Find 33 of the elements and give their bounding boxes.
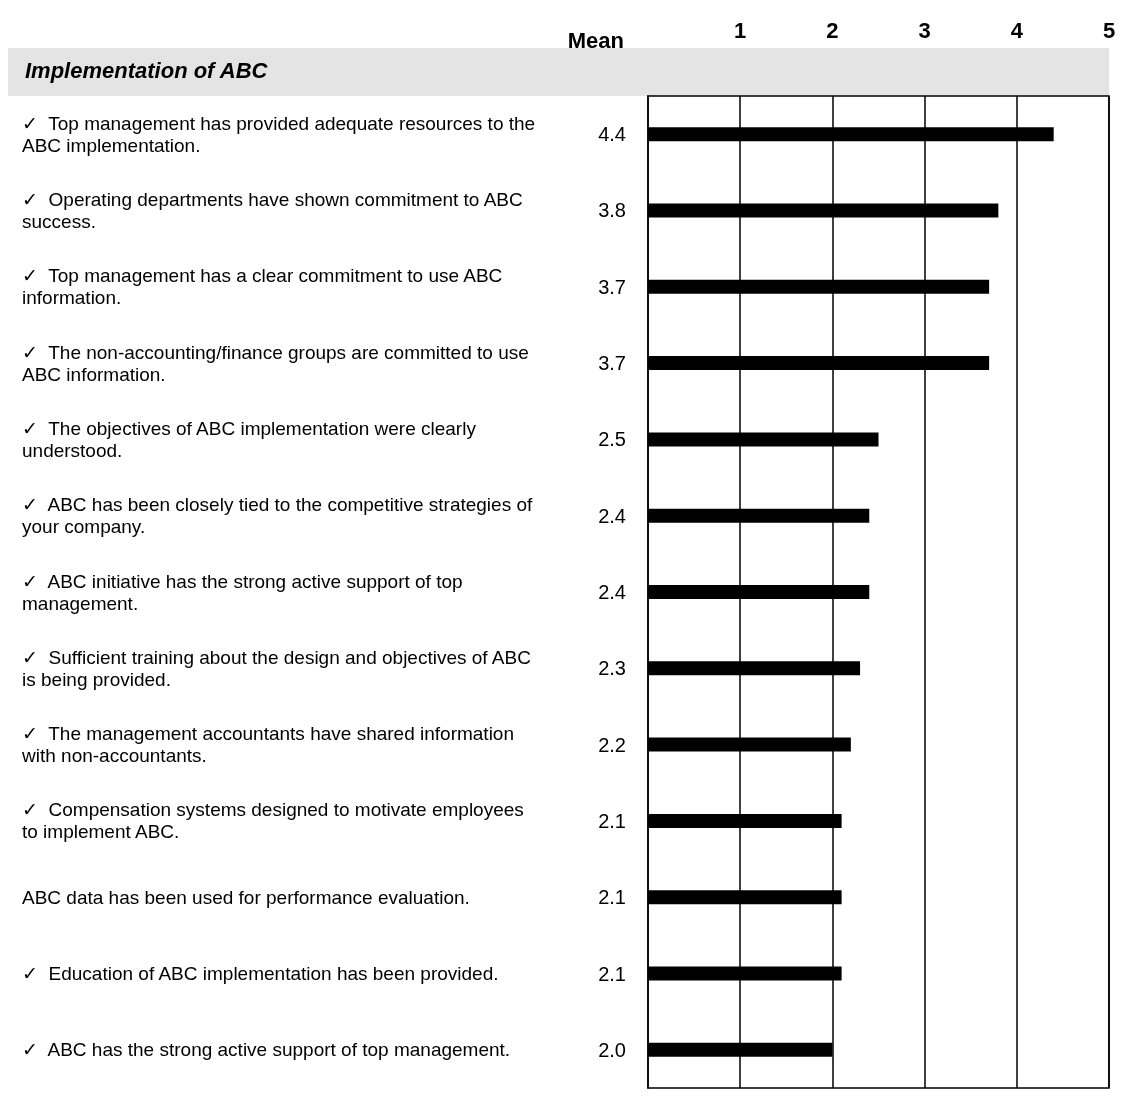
data-label: 2.3 [598, 657, 626, 680]
x-tick-label: 2 [826, 17, 839, 43]
y-tick-label: ✓ Compensation systems designed to motivate employees to implement ABC. [22, 799, 530, 843]
y-tick-label: ABC data has been used for performance evaluation. [22, 886, 470, 908]
y-tick-label: ✓ Top management has a clear commitment to use ABC information. [22, 265, 508, 309]
data-label: 3.7 [598, 275, 626, 298]
y-tick-label: ✓ Education of ABC implementation has been provided. [22, 963, 499, 985]
y-tick-label: ✓ Sufficient training about the design and objectives of ABC is being provided. [22, 646, 537, 690]
data-label: 2.1 [598, 809, 626, 832]
x-tick-label: 1 [734, 17, 747, 43]
y-tick-label: ✓ ABC has the strong active support of top management. [22, 1039, 511, 1061]
y-tick-label: ✓ The objectives of ABC implementation were clearly understood. [22, 417, 482, 461]
text: Implementation of ABC [25, 57, 269, 83]
data-label: 2.1 [598, 962, 626, 985]
x-tick-label: 4 [1010, 17, 1024, 43]
data-label: 2.2 [598, 733, 626, 756]
x-axis-title: Mean [567, 27, 624, 53]
data-label: 2.4 [598, 504, 626, 527]
data-label: 3.8 [598, 199, 626, 222]
y-tick-label: ✓ ABC initiative has the strong active support of top management. [22, 570, 468, 614]
y-tick-label: ✓ The management accountants have shared information with non-accountants. [21, 723, 520, 767]
x-tick-label: 5 [1102, 17, 1116, 43]
y-tick-label: ✓ Operating departments have shown commitment to ABC success. [22, 188, 529, 232]
data-label: 2.1 [598, 886, 626, 909]
data-label: 4.4 [598, 123, 626, 146]
y-tick-label: ✓ Top management has provided adequate resources to the ABC implementation. [22, 112, 541, 156]
data-label: 2.0 [598, 1038, 626, 1061]
data-label: 2.5 [598, 428, 626, 451]
x-tick-label: 3 [918, 17, 931, 43]
y-tick-label: ✓ The non-accounting/finance groups are committed to use ABC information. [22, 341, 535, 385]
data-label: 2.4 [598, 581, 626, 603]
y-tick-label: ✓ ABC has been closely tied to the competitive strategies of your company. [22, 494, 538, 538]
data-label: 3.7 [598, 352, 626, 375]
